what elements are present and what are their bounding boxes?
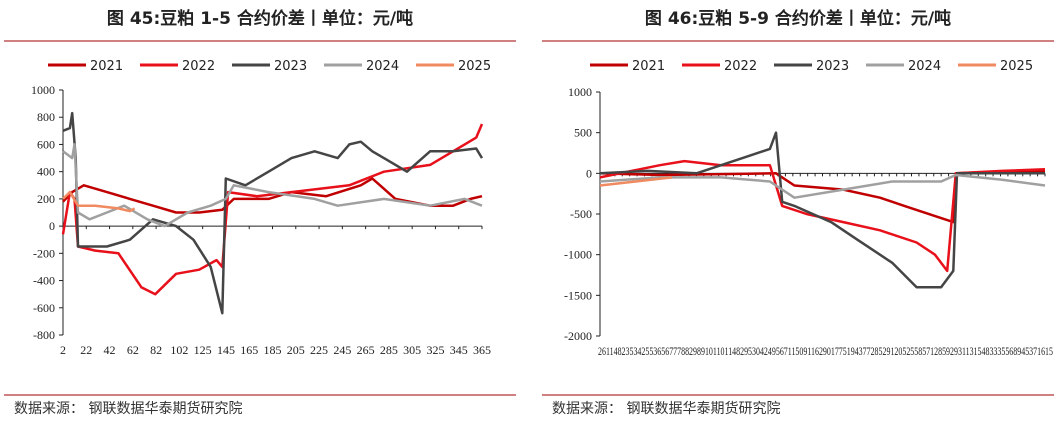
x-tick-label: 62: [127, 343, 139, 357]
chart-plot: 2021 2022 2023 2024 2025 1000 800 600 400 200 0 -20…: [31, 59, 491, 357]
y-tick-label: -200: [33, 246, 55, 260]
y-tick-label: 800: [37, 110, 55, 124]
series-line-2025: [62, 190, 136, 213]
source-note: 数据来源： 钢联数据华泰期货研究院: [552, 401, 781, 417]
title-divider: [4, 40, 516, 42]
chart-title: 图 46:豆粕 5-9 合约价差丨单位：元/吨: [644, 9, 952, 29]
x-tick-label: 185: [264, 343, 282, 357]
chart-title: 图 45:豆粕 1-5 合约价差丨单位：元/吨: [106, 9, 414, 29]
y-tick-label: 200: [37, 192, 55, 206]
series-line-2025: [599, 176, 673, 187]
legend-label: 2022: [724, 59, 757, 74]
y-tick-label: 1000: [31, 83, 55, 97]
y-tick-label: 600: [37, 137, 55, 151]
legend-label: 2023: [274, 59, 307, 74]
y-tick-label: -1000: [564, 248, 592, 262]
y-tick-label: -800: [33, 328, 55, 342]
x-tick-label: 265: [357, 343, 375, 357]
x-tick-label: 42: [104, 343, 116, 357]
x-tick-label: 145: [217, 343, 235, 357]
series-line-2022: [599, 159, 1046, 273]
x-tick-label: 22: [80, 343, 92, 357]
legend-label: 2025: [1000, 59, 1033, 74]
series-line-2024: [62, 143, 483, 228]
source-divider: [4, 394, 516, 396]
y-tick-label: 0: [49, 219, 55, 233]
x-tick-label: 225: [310, 343, 328, 357]
x-tick-label: 365: [473, 343, 491, 357]
source-note: 数据来源： 钢联数据华泰期货研究院: [14, 401, 243, 417]
x-tick-label: 165: [240, 343, 258, 357]
legend-label: 2021: [90, 59, 123, 74]
source-divider: [542, 394, 1054, 396]
y-tick-label: 500: [574, 126, 592, 140]
x-tick-label: 102: [170, 343, 188, 357]
x-tick-label: 2611482353425536567778829891011011482953…: [598, 344, 1053, 358]
y-tick-label: -1500: [564, 288, 592, 302]
y-tick-label: -400: [33, 274, 55, 288]
x-tick-label: 205: [287, 343, 305, 357]
y-tick-label: 1000: [568, 85, 592, 99]
chart-panel-left: 图 45:豆粕 1-5 合约价差丨单位：元/吨 2021 2022 2023 2024…: [0, 0, 520, 421]
legend-label: 2025: [458, 59, 491, 74]
y-tick-label: -600: [33, 301, 55, 315]
y-tick-label: -2000: [564, 329, 592, 343]
x-tick-label: 125: [194, 343, 212, 357]
series-line-2024: [599, 173, 1046, 199]
x-tick-label: 285: [380, 343, 398, 357]
legend-label: 2024: [908, 59, 941, 74]
chart-panel-right: 图 46:豆粕 5-9 合约价差丨单位：元/吨 2021 2022 2023 2024…: [538, 0, 1058, 421]
y-tick-label: -500: [570, 207, 592, 221]
chart-plot: 2021 2022 2023 2024 2025 1000 500 0 -500 -1000 -15…: [564, 59, 1053, 358]
x-tick-label: 82: [150, 343, 162, 357]
title-divider: [542, 40, 1054, 42]
x-tick-label: 325: [426, 343, 444, 357]
x-tick-label: 345: [450, 343, 468, 357]
series-line-2023: [599, 131, 1045, 289]
x-tick-label: 305: [403, 343, 421, 357]
series-line-2023: [62, 111, 484, 315]
legend-label: 2021: [632, 59, 665, 74]
legend-label: 2024: [366, 59, 399, 74]
y-tick-label: 400: [37, 165, 55, 179]
series-line-2022: [61, 123, 484, 296]
legend-label: 2023: [816, 59, 849, 74]
series-line-2021: [599, 170, 1045, 224]
legend-label: 2022: [182, 59, 215, 74]
y-tick-label: 0: [586, 166, 592, 180]
x-tick-label: 245: [333, 343, 351, 357]
x-tick-label: 2: [60, 343, 66, 357]
